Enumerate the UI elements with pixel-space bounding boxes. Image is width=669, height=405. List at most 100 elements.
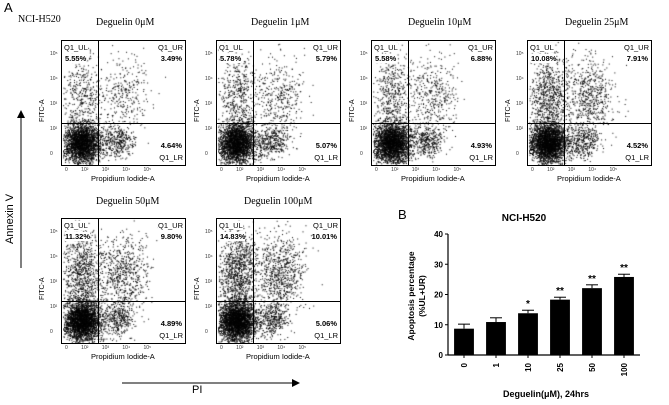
y-axis-label-line1: Apoptosis percentage bbox=[406, 251, 416, 341]
flow-x-axis-label: Propidium Iodide-A bbox=[557, 174, 621, 183]
quadrant-gate-vertical bbox=[253, 41, 254, 165]
quadrant-lr-percent: 4.64% bbox=[160, 141, 182, 150]
quadrant-lr-label: Q1_LR bbox=[314, 331, 338, 340]
flow-scatter-plot: Q1_UL 5.58% Q1_UR 6.88% 4.93% Q1_LR Q bbox=[371, 40, 496, 166]
quadrant-gate-vertical bbox=[408, 41, 409, 165]
significance-marker: ** bbox=[588, 274, 596, 285]
quadrant-ul-label: Q1_UL bbox=[64, 43, 88, 52]
quadrant-ur-label: Q1_UR bbox=[312, 43, 338, 52]
flow-plot-title: Deguelin 10μM bbox=[408, 17, 472, 28]
quadrant-ur-percent: 10.01% bbox=[311, 232, 337, 241]
x-axis-label: Deguelin(μM), 24hrs bbox=[503, 389, 589, 399]
flow-plot-title: Deguelin 1μM bbox=[251, 17, 310, 28]
pi-axis-arrow bbox=[122, 379, 300, 387]
flow-x-ticks: 0 10² 10³ 10⁴ 10⁵ bbox=[220, 345, 307, 351]
quadrant-lr-percent: 4.89% bbox=[160, 319, 182, 328]
flow-y-ticks: 10⁵ 10⁴ 10³ 10² 0 bbox=[205, 229, 213, 335]
chart-title: NCI-H520 bbox=[502, 213, 547, 224]
flow-x-axis-label: Propidium Iodide-A bbox=[91, 352, 155, 361]
y-tick-label: 0 bbox=[439, 351, 444, 360]
x-tick-label: 0 bbox=[460, 362, 469, 367]
flow-x-axis-label: Propidium Iodide-A bbox=[91, 174, 155, 183]
flow-x-axis-label: Propidium Iodide-A bbox=[246, 352, 310, 361]
y-tick-label: 10 bbox=[434, 321, 443, 330]
flow-x-axis-label: Propidium Iodide-A bbox=[401, 174, 465, 183]
quadrant-gate-vertical bbox=[253, 219, 254, 343]
annexin-axis-label: Annexin V bbox=[4, 193, 16, 244]
bar bbox=[582, 288, 602, 355]
quadrant-ul-label: Q1_UL bbox=[374, 43, 398, 52]
fitc-axis-label: FITC-A bbox=[349, 99, 356, 122]
quadrant-ll-label: Q bbox=[218, 325, 224, 334]
quadrant-ur-percent: 3.49% bbox=[160, 54, 182, 63]
quadrant-ur-label: Q1_UR bbox=[157, 43, 183, 52]
fitc-axis-label: FITC-A bbox=[39, 277, 46, 300]
flow-x-axis-label: Propidium Iodide-A bbox=[246, 174, 310, 183]
flow-y-ticks: 10⁵ 10⁴ 10³ 10² 0 bbox=[516, 51, 524, 157]
quadrant-gate-horizontal bbox=[217, 123, 340, 124]
y-tick-label: 20 bbox=[434, 291, 443, 300]
flow-scatter-plot: Q1_UL 5.78% Q1_UR 5.79% 5.07% Q1_LR Q bbox=[216, 40, 341, 166]
quadrant-lr-label: Q1_LR bbox=[625, 153, 649, 162]
flow-x-ticks: 0 10² 10³ 10⁴ 10⁵ bbox=[65, 345, 152, 351]
quadrant-gate-horizontal bbox=[528, 123, 651, 124]
quadrant-ul-percent: 10.08% bbox=[531, 54, 557, 63]
quadrant-ur-label: Q1_UR bbox=[467, 43, 493, 52]
quadrant-gate-horizontal bbox=[62, 301, 185, 302]
fitc-axis-label: FITC-A bbox=[39, 99, 46, 122]
flow-scatter-plot: Q1_UL 10.08% Q1_UR 7.91% 4.52% Q1_LR Q bbox=[527, 40, 652, 166]
fitc-axis-label: FITC-A bbox=[505, 99, 512, 122]
significance-marker: * bbox=[526, 299, 530, 310]
quadrant-ll-label: Q bbox=[218, 147, 224, 156]
quadrant-ur-percent: 9.80% bbox=[160, 232, 182, 241]
quadrant-ur-percent: 5.79% bbox=[315, 54, 337, 63]
flow-scatter-plot: Q1_UL 5.55% Q1_UR 3.49% 4.64% Q1_LR Q bbox=[61, 40, 186, 166]
y-tick-label: 40 bbox=[434, 230, 443, 239]
y-tick-label: 30 bbox=[434, 260, 443, 269]
quadrant-ll-label: Q bbox=[63, 325, 69, 334]
pi-axis-label: PI bbox=[192, 384, 203, 396]
quadrant-ll-label: Q bbox=[63, 147, 69, 156]
quadrant-gate-vertical bbox=[98, 41, 99, 165]
quadrant-ul-label: Q1_UL bbox=[219, 221, 243, 230]
flow-x-ticks: 0 10² 10³ 10⁴ 10⁵ bbox=[531, 167, 618, 173]
quadrant-lr-percent: 5.07% bbox=[315, 141, 337, 150]
quadrant-ul-percent: 5.78% bbox=[220, 54, 242, 63]
cell-line-label: NCI-H520 bbox=[18, 14, 61, 25]
quadrant-ul-label: Q1_UL bbox=[530, 43, 554, 52]
flow-plot-title: Deguelin 0μM bbox=[96, 17, 155, 28]
bar bbox=[518, 313, 538, 355]
quadrant-gate-vertical bbox=[98, 219, 99, 343]
flow-y-ticks: 10⁵ 10⁴ 10³ 10² 0 bbox=[360, 51, 368, 157]
quadrant-ul-label: Q1_UL bbox=[64, 221, 88, 230]
bar bbox=[486, 322, 506, 355]
flow-x-ticks: 0 10² 10³ 10⁴ 10⁵ bbox=[65, 167, 152, 173]
flow-x-ticks: 0 10² 10³ 10⁴ 10⁵ bbox=[220, 167, 307, 173]
bar bbox=[550, 299, 570, 355]
flow-scatter-plot: Q1_UL 14.83% Q1_UR 10.01% 5.06% Q1_LR Q bbox=[216, 218, 341, 344]
quadrant-lr-percent: 4.93% bbox=[470, 141, 492, 150]
quadrant-ur-percent: 7.91% bbox=[626, 54, 648, 63]
fitc-axis-label: FITC-A bbox=[194, 277, 201, 300]
x-tick-label: 50 bbox=[588, 362, 597, 371]
flow-scatter-plot: Q1_UL 11.32% Q1_UR 9.80% 4.89% Q1_LR Q bbox=[61, 218, 186, 344]
quadrant-gate-horizontal bbox=[62, 123, 185, 124]
significance-marker: ** bbox=[556, 286, 564, 297]
quadrant-lr-label: Q1_LR bbox=[469, 153, 493, 162]
annexin-axis-arrow bbox=[17, 110, 25, 268]
quadrant-ul-percent: 5.55% bbox=[65, 54, 87, 63]
quadrant-lr-percent: 4.52% bbox=[626, 141, 648, 150]
fitc-axis-label: FITC-A bbox=[194, 99, 201, 122]
quadrant-ul-percent: 5.58% bbox=[375, 54, 397, 63]
bar bbox=[614, 276, 634, 355]
flow-plot-title: Deguelin 50μM bbox=[96, 196, 160, 207]
quadrant-gate-horizontal bbox=[217, 301, 340, 302]
panel-b-letter: B bbox=[398, 207, 407, 222]
quadrant-ul-percent: 14.83% bbox=[220, 232, 246, 241]
flow-y-ticks: 10⁵ 10⁴ 10³ 10² 0 bbox=[50, 229, 58, 335]
quadrant-ll-label: Q bbox=[529, 147, 535, 156]
flow-y-ticks: 10⁵ 10⁴ 10³ 10² 0 bbox=[50, 51, 58, 157]
panel-a-letter: A bbox=[4, 0, 13, 15]
significance-marker: ** bbox=[620, 263, 628, 274]
quadrant-gate-vertical bbox=[564, 41, 565, 165]
